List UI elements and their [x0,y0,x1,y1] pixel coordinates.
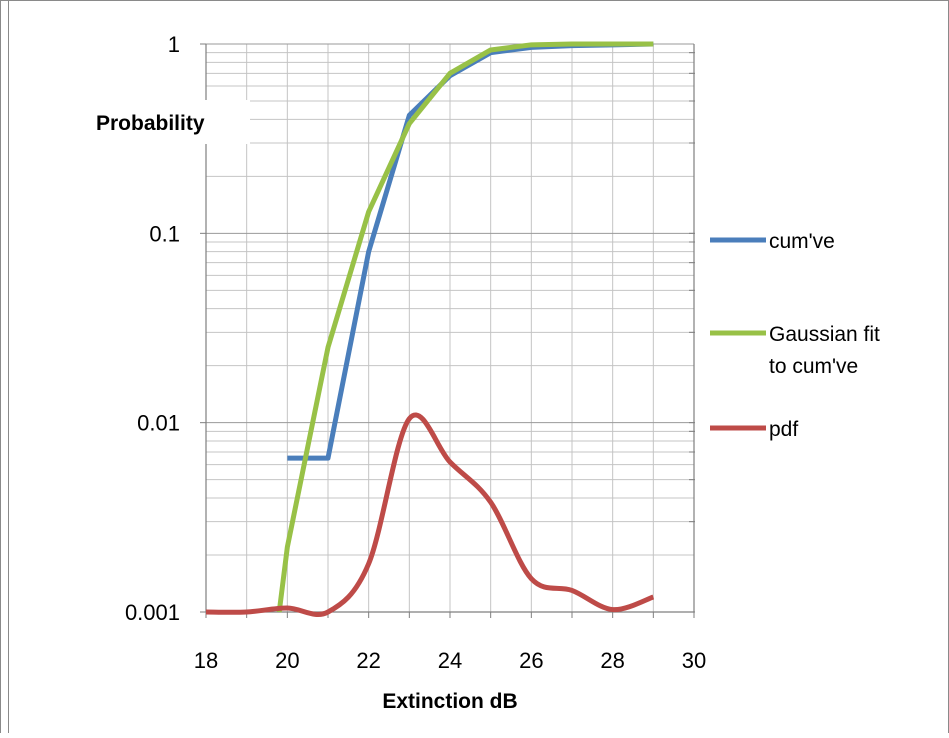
x-tick-label: 30 [682,648,706,673]
grid [206,43,694,613]
series [205,41,655,617]
legend: cum've Gaussian fit to cum've pdf [710,230,880,441]
series-line-pdf [205,412,655,617]
legend-item-pdf: pdf [710,418,798,441]
x-tick-label: 18 [194,648,218,673]
legend-label: to cum've [769,355,858,378]
legend-label: pdf [769,418,798,441]
x-axis-title: Extinction dB [382,690,517,713]
tick-labels: 18 20 22 24 26 28 30 0.001 0.01 0.1 1 [125,32,706,673]
legend-label: cum've [769,230,835,253]
frame-border-left [0,0,1,733]
x-tick-label: 20 [275,648,299,673]
y-tick-label: 0.001 [125,600,180,625]
y-tick-label: 1 [168,32,180,57]
frame-border-top [0,0,949,1]
y-tick-label: 0.1 [149,221,180,246]
y-axis-title: Probability [96,112,205,135]
series-line-gaussian-fit [276,41,654,613]
x-tick-label: 22 [356,648,380,673]
y-tick-label: 0.01 [137,411,180,436]
x-tick-label: 24 [438,648,462,673]
series-line-cumve [287,41,654,461]
legend-item-cumve: cum've [710,230,835,253]
frame-border-inner-left [8,0,9,733]
legend-label: Gaussian fit [769,323,880,346]
x-tick-label: 26 [519,648,543,673]
y-axis-title-background [88,100,250,144]
x-tick-label: 28 [600,648,624,673]
axes [200,43,695,618]
legend-item-gaussian-fit: Gaussian fit to cum've [710,323,880,378]
